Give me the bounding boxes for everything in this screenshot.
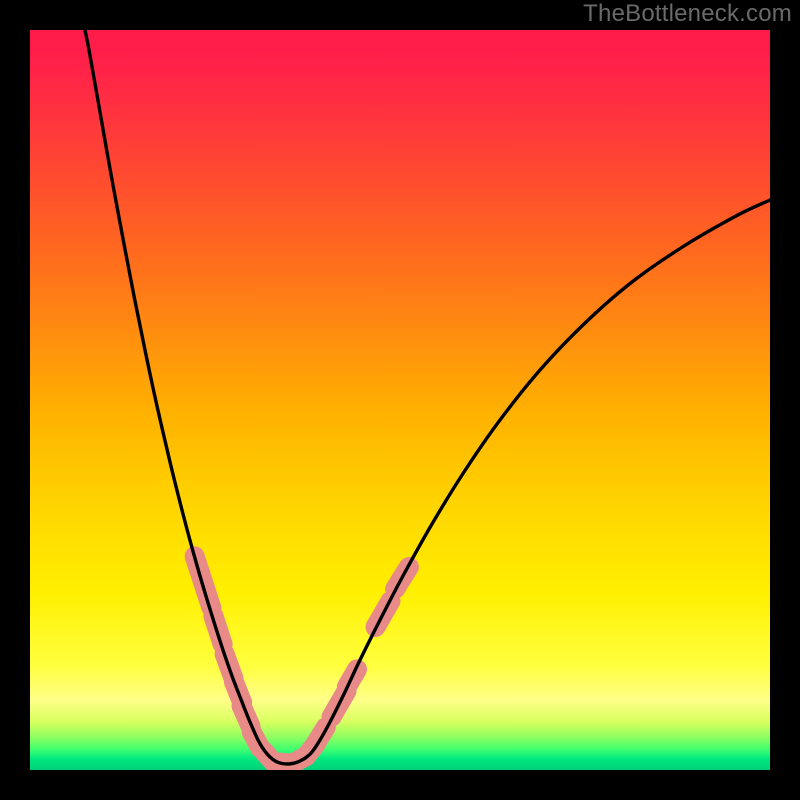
stage: TheBottleneck.com [0, 0, 800, 800]
bottleneck-curve [85, 30, 770, 764]
marker-group [182, 544, 423, 770]
plot-area [30, 30, 770, 770]
curve-layer [30, 30, 770, 770]
watermark-text: TheBottleneck.com [583, 0, 792, 28]
